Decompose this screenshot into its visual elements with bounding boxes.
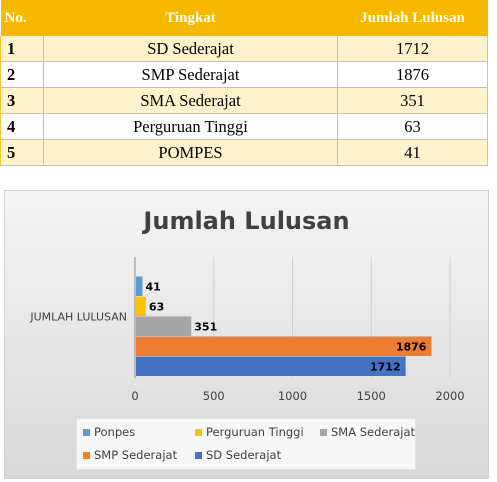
- data-label: 41: [145, 280, 160, 293]
- row-jumlah: 41: [337, 139, 488, 166]
- category-label: JUMLAH LULUSAN: [29, 311, 127, 324]
- legend-label: Perguruan Tinggi: [206, 425, 304, 439]
- x-tick-label: 1000: [278, 389, 307, 403]
- graduates-table: No. Tingkat Jumlah Lulusan 1 SD Sederaja…: [0, 0, 488, 167]
- legend-label: SMP Sederajat: [94, 448, 178, 462]
- bar-perguruan-tinggi: [136, 296, 146, 316]
- row-jumlah: 351: [337, 87, 488, 114]
- header-tingkat: Tingkat: [43, 0, 338, 36]
- row-no: 1: [0, 36, 44, 62]
- legend-item: SMA Sederajat: [320, 425, 415, 439]
- bar-ponpes: [136, 276, 143, 296]
- row-no: 5: [0, 139, 44, 166]
- table-row: 5 POMPES 41: [0, 139, 488, 166]
- chart-title: Jumlah Lulusan: [143, 207, 350, 235]
- data-label: 1876: [396, 340, 427, 353]
- data-label: 351: [194, 320, 217, 333]
- row-tingkat: SMP Sederajat: [43, 61, 338, 88]
- legend-swatch: [195, 451, 202, 459]
- legend-label: Ponpes: [94, 425, 136, 439]
- x-tick-label: 2000: [435, 389, 464, 403]
- bar-chart-svg: 0 500 1000 1500 2000 1712 1876 351 63 41 JUMLAH LU…: [29, 257, 465, 403]
- bar-sd-sederajat: [136, 356, 406, 376]
- chart-area: Jumlah Lulusan 0 500 1000 1500 2000 1712 1876 3…: [4, 190, 489, 479]
- x-tick-label: 0: [131, 389, 138, 403]
- legend-item: SMP Sederajat: [83, 448, 177, 462]
- row-jumlah: 1712: [337, 36, 488, 62]
- bar-smp-sederajat: [136, 336, 432, 356]
- row-jumlah: 1876: [337, 61, 488, 88]
- legend-item: Perguruan Tinggi: [195, 425, 304, 439]
- x-tick-label: 500: [203, 389, 225, 403]
- graduates-table-grid: No. Tingkat Jumlah Lulusan 1 SD Sederaja…: [0, 0, 488, 166]
- legend-label: SD Sederajat: [206, 448, 282, 462]
- row-tingkat: SD Sederajat: [43, 36, 338, 62]
- header-no: No.: [0, 0, 44, 36]
- legend-swatch: [83, 451, 90, 459]
- table-row: 3 SMA Sederajat 351: [0, 87, 488, 114]
- row-no: 3: [0, 87, 44, 114]
- row-no: 2: [0, 61, 44, 88]
- row-tingkat: Perguruan Tinggi: [43, 113, 338, 140]
- data-label: 63: [149, 300, 164, 313]
- data-label: 1712: [370, 360, 401, 373]
- row-jumlah: 63: [337, 113, 488, 140]
- table-row: 2 SMP Sederajat 1876: [0, 61, 488, 88]
- legend-item: SD Sederajat: [195, 448, 281, 462]
- row-tingkat: POMPES: [43, 139, 338, 166]
- table-header-row: No. Tingkat Jumlah Lulusan: [0, 0, 488, 36]
- legend-swatch: [83, 428, 90, 436]
- table-row: 1 SD Sederajat 1712: [0, 36, 488, 62]
- table-row: 4 Perguruan Tinggi 63: [0, 113, 488, 140]
- bar-sma-sederajat: [136, 316, 192, 336]
- legend-swatch: [195, 428, 202, 436]
- legend-item: Ponpes: [83, 425, 135, 439]
- chart-legend: Ponpes Perguruan Tinggi SMA Sederajat SMP S…: [76, 418, 416, 470]
- legend-label: SMA Sederajat: [331, 425, 416, 439]
- x-tick-label: 1500: [357, 389, 386, 403]
- row-tingkat: SMA Sederajat: [43, 87, 338, 114]
- row-no: 4: [0, 113, 44, 140]
- legend-swatch: [320, 428, 327, 436]
- header-jumlah: Jumlah Lulusan: [337, 0, 488, 36]
